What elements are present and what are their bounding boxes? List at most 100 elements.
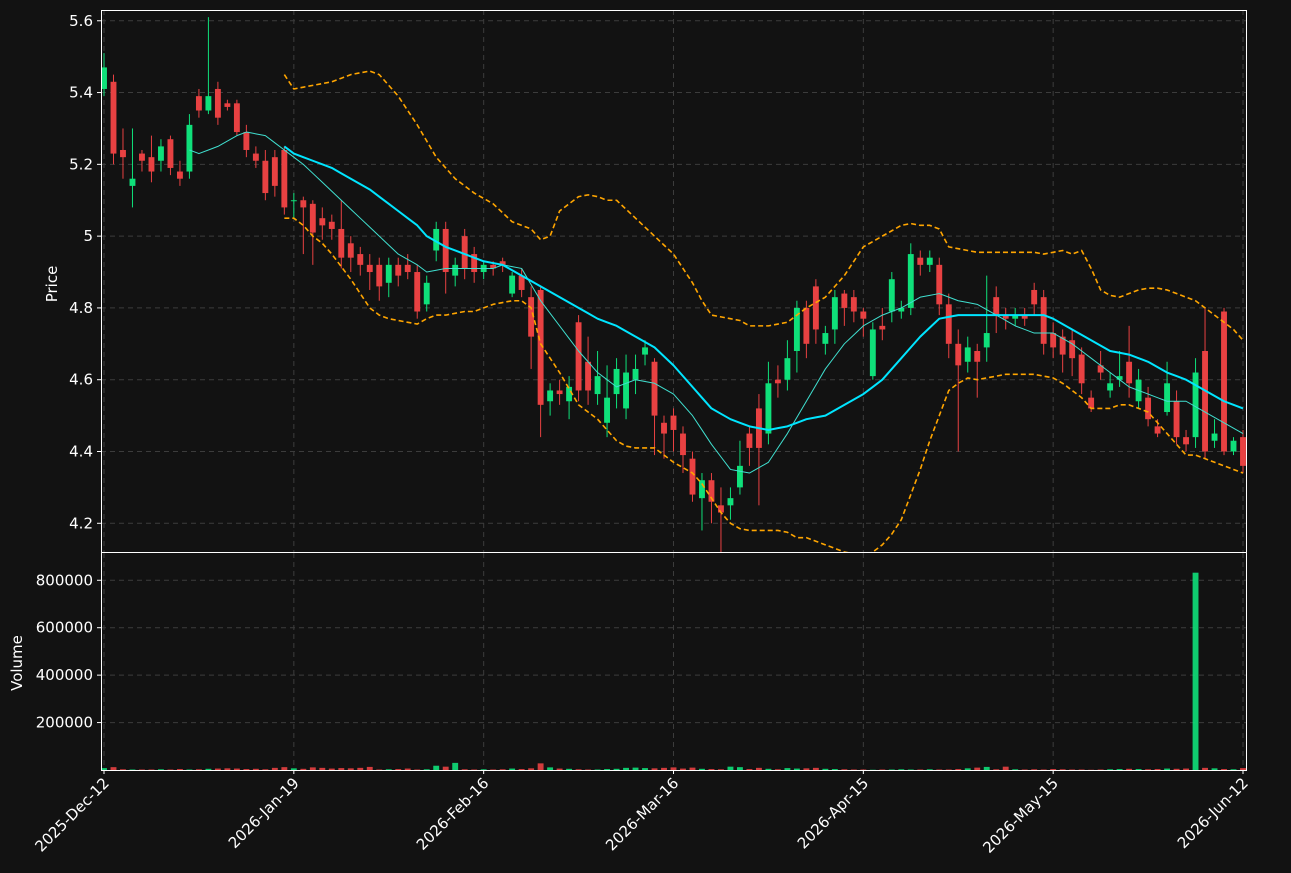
volume-bar <box>974 767 981 770</box>
candle-body <box>110 81 117 154</box>
candle-body <box>357 254 364 265</box>
candle-body <box>585 361 592 391</box>
candle-body <box>869 329 876 377</box>
y-tick-label: 4.6 <box>69 371 93 389</box>
volume-bar <box>642 768 648 770</box>
y-tick-label: 4.8 <box>69 299 93 317</box>
candle-body <box>490 264 497 269</box>
candle-body <box>727 498 734 506</box>
volume-bar <box>262 769 269 770</box>
volume-bar <box>1221 769 1227 770</box>
candle-body <box>328 221 335 229</box>
candle-body <box>1021 315 1028 319</box>
candle-body <box>699 480 705 499</box>
volume-bar <box>347 768 354 770</box>
volume-bar <box>680 768 686 770</box>
candle-body <box>898 307 905 312</box>
volume-bar <box>1002 766 1009 770</box>
candle-body <box>632 368 639 380</box>
volume-bar <box>831 769 838 770</box>
y-tick-label: 5.6 <box>69 12 93 30</box>
volume-bar <box>575 769 582 770</box>
volume-bar <box>252 768 259 770</box>
volume-bar <box>461 769 468 770</box>
candle-body <box>414 272 421 312</box>
candle-body <box>1183 437 1189 445</box>
overlay-line <box>283 145 1244 431</box>
overlay-line <box>283 70 1244 341</box>
candle-body <box>452 264 459 276</box>
volume-bar <box>1116 769 1123 770</box>
volume-bar <box>1107 769 1114 770</box>
volume-bar <box>1145 769 1152 770</box>
candle-body <box>1192 372 1199 438</box>
candle-body <box>1221 311 1227 452</box>
candle-body <box>176 171 183 179</box>
volume-bar <box>101 768 107 770</box>
volume-tick-label: 400000 <box>36 666 93 684</box>
volume-bar <box>1059 769 1066 770</box>
volume-bar <box>765 768 772 770</box>
y-tick-label: 4.4 <box>69 442 93 460</box>
candle-body <box>793 307 800 351</box>
candle-body <box>1116 376 1123 380</box>
candle-body <box>736 465 743 488</box>
candle-body <box>556 390 563 395</box>
volume-bar <box>718 769 724 770</box>
volume-bar <box>955 769 962 770</box>
candle-body <box>917 257 924 265</box>
candle-body <box>1211 433 1218 441</box>
candle-body <box>300 200 307 208</box>
volume-bar <box>755 767 762 770</box>
overlay-line <box>284 217 1244 552</box>
candle-body <box>566 386 573 402</box>
candle-body <box>1031 289 1038 305</box>
candle-body <box>1240 437 1246 466</box>
volume-bar <box>632 767 639 770</box>
candle-body <box>139 153 145 161</box>
candle-body <box>955 343 962 366</box>
volume-bar <box>1154 769 1161 770</box>
volume-bar <box>983 766 990 770</box>
volume-bar <box>1240 768 1246 770</box>
candle-body <box>718 505 724 513</box>
candle-body <box>1202 350 1208 452</box>
candle-body <box>290 200 297 202</box>
candle-body <box>746 433 753 448</box>
volume-bar <box>366 766 373 770</box>
volume-bar <box>195 769 202 770</box>
candle-body <box>309 203 316 233</box>
candle-body <box>784 358 791 380</box>
volume-bar <box>214 768 221 770</box>
candle-body <box>281 149 288 208</box>
volume-bar <box>774 769 781 770</box>
volume-bar <box>452 762 459 770</box>
volume-bar <box>784 768 791 770</box>
candle-body <box>765 383 772 434</box>
candle-body <box>528 297 535 337</box>
candle-body <box>404 264 411 273</box>
volume-bar <box>509 768 516 770</box>
candle-body <box>1069 340 1076 359</box>
volume-bar <box>689 767 696 770</box>
candle-body <box>338 228 345 258</box>
candle-body <box>1040 297 1047 344</box>
candle-body <box>101 67 107 89</box>
volume-bar <box>433 765 440 770</box>
volume-bar <box>898 769 905 770</box>
volume-bar <box>338 768 345 770</box>
candle-body <box>822 333 829 344</box>
candle-body <box>879 325 886 330</box>
candle-body <box>831 297 838 330</box>
y-axis-label: Price <box>43 266 61 303</box>
volume-bar <box>1230 769 1237 770</box>
candle-body <box>642 347 648 355</box>
candle-body <box>1145 397 1152 420</box>
candle-body <box>1078 354 1085 384</box>
candle-body <box>993 297 1000 316</box>
candle-body <box>1230 440 1237 452</box>
candle-body <box>689 458 696 495</box>
volume-bar <box>1211 768 1218 770</box>
candle-body <box>888 279 895 312</box>
candle-body <box>319 218 326 226</box>
